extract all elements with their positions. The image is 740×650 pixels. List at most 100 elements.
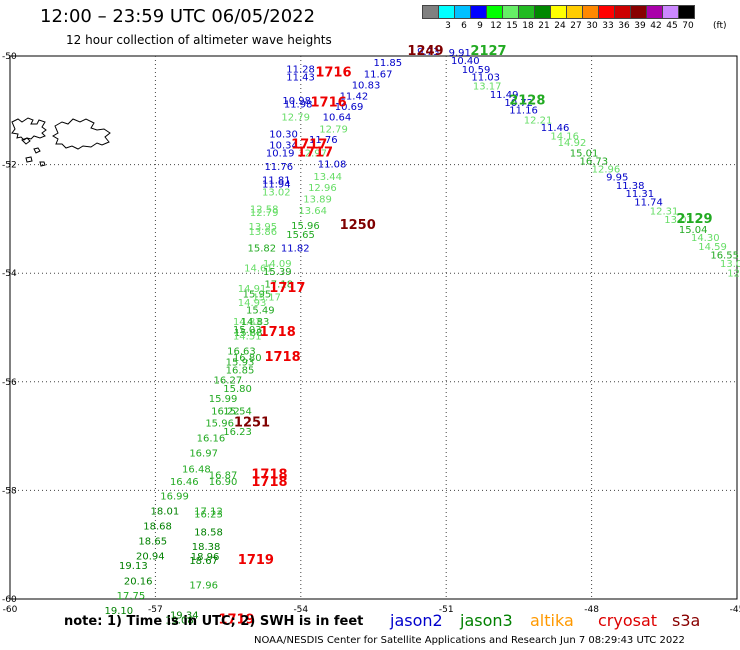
orbit-pass-label: 1717 (291, 137, 327, 152)
wave-height-label: 11.38 (616, 181, 645, 192)
wave-height-label: 14.83 (241, 317, 270, 328)
wave-height-label: 14.09 (263, 259, 292, 270)
footer-credit: NOAA/NESDIS Center for Satellite Applica… (254, 635, 685, 646)
wave-height-label: 16.16 (197, 434, 226, 445)
wave-height-label: 16.73 (579, 157, 608, 168)
y-tick-label: -58 (2, 486, 17, 496)
wave-height-label: 17.75 (117, 591, 146, 602)
colorbar-tick-label: 39 (634, 21, 646, 31)
x-tick-label: -48 (584, 605, 599, 615)
colorbar-swatch: 30 (582, 5, 599, 31)
y-tick-label: -50 (2, 52, 17, 62)
wave-height-label: 11.85 (374, 58, 403, 69)
wave-height-label: 16.90 (209, 477, 238, 488)
wave-height-label: 17.18 (264, 279, 293, 290)
colorbar-swatch: 24 (550, 5, 567, 31)
wave-height-label: 16.87 (209, 470, 238, 481)
wave-height-label: 16.27 (214, 375, 243, 386)
legend-altika: altika (530, 611, 574, 630)
units-note: note: 1) Time is in UTC; 2) SWH is in fe… (64, 614, 364, 629)
wave-height-label: 11.16 (509, 106, 538, 117)
wave-height-label: 14.51 (233, 331, 262, 342)
colorbar-tick-label: 27 (570, 21, 582, 31)
wave-height-label: 13.64 (298, 206, 327, 217)
orbit-pass-label: 1718 (251, 467, 287, 482)
wave-height-label: 16.80 (233, 353, 262, 364)
orbit-pass-label: 1718 (264, 350, 300, 365)
orbit-pass-label: 1250 (340, 218, 376, 233)
wave-height-label: 15.88 (234, 328, 263, 339)
wave-height-label: 14.16 (550, 132, 579, 143)
wave-height-label: 12.31 (650, 207, 679, 218)
wave-height-label: 15.17 (252, 292, 281, 303)
x-tick-label: -54 (293, 605, 308, 615)
wave-height-label: 19.08 (165, 615, 194, 626)
orbit-pass-label: 2128 (509, 93, 545, 108)
wave-height-label: 15.80 (223, 384, 252, 395)
orbit-pass-label: 1718 (251, 475, 287, 490)
wave-height-label: 11.82 (281, 243, 310, 254)
orbit-pass-label: 1719 (218, 612, 254, 627)
colorbar-tick-label: 18 (522, 21, 534, 31)
wave-height-label: 14.30 (691, 233, 720, 244)
wave-height-label: 10.69 (335, 102, 364, 113)
orbit-pass-label: 1717 (297, 145, 333, 160)
colorbar-tick-label: 3 (445, 21, 451, 31)
colorbar-tick-label: 15 (506, 21, 518, 31)
wave-height-label: 16.99 (160, 492, 189, 503)
x-tick-label: -60 (3, 605, 18, 615)
wave-height-label: 10.64 (323, 113, 352, 124)
colorbar-tick-label: 45 (666, 21, 678, 31)
wave-height-label: 16.22 (211, 406, 240, 417)
wave-height-label: 15.65 (286, 230, 315, 241)
colorbar-tick-label: 42 (650, 21, 662, 31)
legend-cryosat: cryosat (598, 611, 658, 630)
orbit-pass-label: 1716 (310, 95, 346, 110)
wave-height-label: 11.42 (340, 91, 369, 102)
falkland-islands-small (21, 137, 46, 167)
falkland-islands-west (11, 117, 47, 141)
colorbar-tick-label: 70 (682, 21, 694, 31)
wave-height-label: 18.01 (151, 506, 180, 517)
wave-height-label: 12.96 (592, 165, 621, 176)
orbit-pass-label: 1719 (238, 553, 274, 568)
wave-height-label: 15.39 (263, 267, 292, 278)
wave-height-label: 16.63 (227, 347, 256, 358)
orbit-pass-label: 1716 (315, 66, 351, 81)
colorbar-swatch: 12 (486, 5, 503, 31)
falkland-islands-east (52, 118, 111, 150)
colorbar-legend: 3 6 9 12 15 18 21 24 27 30 33 36 39 42 45 70 (422, 5, 695, 31)
legend-s3a: s3a (672, 611, 701, 630)
wave-height-label: 15.93 (226, 358, 255, 369)
wave-height-label: 16.46 (170, 477, 199, 488)
wave-height-label: 11.81 (262, 176, 291, 187)
wave-height-label: 19.34 (170, 611, 199, 622)
wave-height-label: 12.79 (319, 125, 348, 136)
orbit-pass-label: 1249 (407, 44, 443, 59)
wave-height-label: 11.43 (286, 72, 315, 83)
wave-height-label: 19.13 (119, 561, 148, 572)
map-ticks: -60 -57 -54 -51 -48 -45 -50 -52 -54 -56 -58 -60 (2, 52, 740, 615)
wave-height-label: 12.79 (250, 208, 279, 219)
colorbar-tick-label: 33 (602, 21, 614, 31)
wave-height-label: 15.54 (223, 406, 252, 417)
colorbar-swatch: 27 (566, 5, 583, 31)
wave-height-label: 10.59 (462, 65, 491, 76)
orbit-pass-label: 2129 (676, 212, 712, 227)
wave-height-label: 14.91 (238, 284, 267, 295)
wave-height-label: 14.93 (238, 298, 267, 309)
colorbar-unit: (ft) (713, 21, 727, 31)
wave-height-labels: 9.7311.2811.4311.8511.6710.8311.4210.981… (105, 47, 740, 627)
wave-height-label: 10.34 (269, 140, 298, 151)
orbit-pass-label: 1251 (234, 415, 270, 430)
wave-height-label: 13.86 (248, 227, 277, 238)
wave-height-label: 18.96 (191, 552, 220, 563)
wave-height-label: 13.02 (262, 188, 291, 199)
wave-height-label: 15.49 (246, 305, 275, 316)
y-tick-label: -56 (2, 378, 17, 388)
page-title: 12:00 – 23:59 UTC 06/05/2022 (40, 6, 316, 27)
wave-height-label: 11.98 (284, 100, 313, 111)
wave-height-label: 18.58 (194, 527, 223, 538)
wave-height-label: 17.12 (194, 506, 223, 517)
